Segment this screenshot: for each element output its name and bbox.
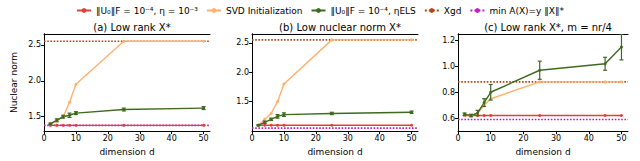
svg-text:min A(X)=y ‖X‖*: min A(X)=y ‖X‖* (489, 6, 564, 16)
svg-text:0: 0 (455, 134, 460, 143)
svg-text:Xgd: Xgd (444, 6, 462, 16)
svg-text:10: 10 (71, 134, 81, 143)
svg-text:30: 30 (135, 134, 145, 143)
svg-text:0: 0 (41, 134, 46, 143)
svg-text:20: 20 (311, 134, 321, 143)
svg-text:40: 40 (375, 134, 385, 143)
svg-text:50: 50 (616, 134, 626, 143)
svg-text:0.8: 0.8 (442, 88, 455, 97)
svg-text:Nuclear norm: Nuclear norm (9, 52, 19, 113)
svg-text:dimension d: dimension d (99, 147, 154, 157)
svg-text:dimension d: dimension d (515, 147, 570, 157)
svg-text:(c) Low rank X*, m = nr/4: (c) Low rank X*, m = nr/4 (484, 22, 612, 33)
svg-text:0: 0 (249, 134, 254, 143)
svg-text:30: 30 (551, 134, 561, 143)
svg-text:2.5: 2.5 (28, 40, 41, 49)
svg-text:20: 20 (103, 134, 113, 143)
svg-text:1.2: 1.2 (442, 36, 455, 45)
svg-text:10: 10 (486, 134, 496, 143)
svg-text:40: 40 (167, 134, 177, 143)
svg-text:dimension d: dimension d (307, 147, 362, 157)
svg-text:‖U₀‖F = 10⁻⁴, ηELS: ‖U₀‖F = 10⁻⁴, ηELS (331, 6, 417, 16)
svg-text:20: 20 (518, 134, 528, 143)
svg-text:(a) Low rank X*: (a) Low rank X* (93, 22, 170, 33)
svg-text:2.0: 2.0 (236, 68, 249, 77)
svg-text:50: 50 (199, 134, 209, 143)
svg-text:10: 10 (279, 134, 289, 143)
svg-text:‖U₀‖F = 10⁻⁴, η = 10⁻³: ‖U₀‖F = 10⁻⁴, η = 10⁻³ (96, 6, 198, 16)
svg-text:40: 40 (584, 134, 594, 143)
svg-text:0.6: 0.6 (442, 114, 455, 123)
svg-text:1.5: 1.5 (28, 112, 41, 121)
svg-text:50: 50 (407, 134, 417, 143)
svg-text:2.0: 2.0 (28, 76, 41, 85)
svg-text:2.5: 2.5 (236, 38, 249, 47)
svg-text:1.0: 1.0 (442, 62, 455, 71)
svg-text:SVD Initialization: SVD Initialization (226, 6, 303, 16)
svg-text:1.5: 1.5 (236, 97, 249, 106)
svg-text:(b) Low nuclear norm X*: (b) Low nuclear norm X* (279, 22, 401, 33)
svg-text:30: 30 (343, 134, 353, 143)
